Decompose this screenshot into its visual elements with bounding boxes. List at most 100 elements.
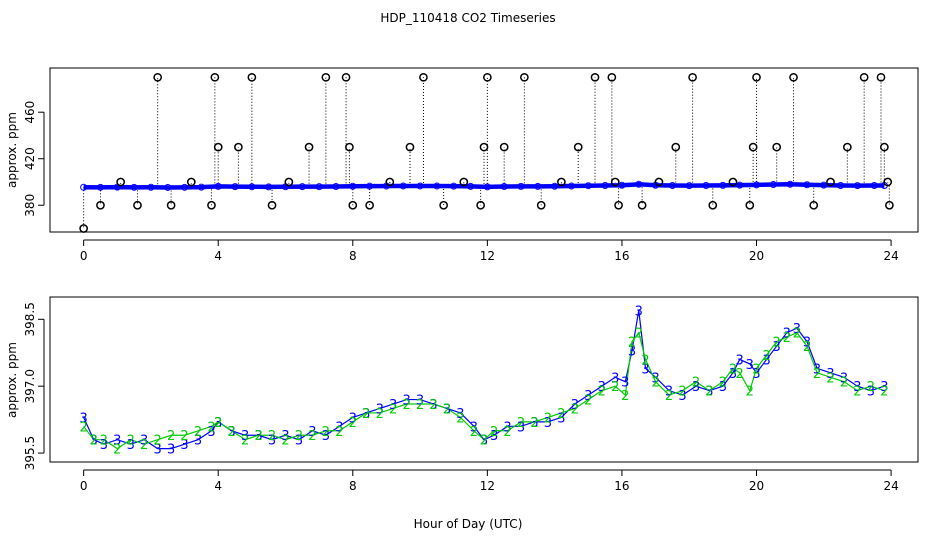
x-axis-label: Hour of Day (UTC) <box>414 517 523 531</box>
baseline-point <box>416 182 424 190</box>
series-2-marker: 2 <box>793 327 801 342</box>
series-2-marker: 2 <box>867 380 875 395</box>
top-y-tick-label: 380 <box>23 194 37 217</box>
series-3-marker: 3 <box>490 429 498 444</box>
series-3-marker: 3 <box>571 398 579 413</box>
outlier-point <box>133 200 142 210</box>
series-3-marker: 3 <box>322 429 330 444</box>
outlier-point <box>637 200 647 210</box>
series-3-marker: 3 <box>503 420 511 435</box>
baseline-point <box>567 182 575 190</box>
series-2-marker: 2 <box>736 367 744 382</box>
series-3-marker: 3 <box>621 376 629 391</box>
series-3-marker: 3 <box>90 434 98 449</box>
baseline-point <box>551 182 559 190</box>
outlier-point <box>745 200 755 210</box>
series-2-marker: 2 <box>281 434 289 449</box>
baseline-point <box>181 183 189 191</box>
outlier-point <box>186 177 196 187</box>
series-2-marker: 2 <box>456 411 464 426</box>
series-3-marker: 3 <box>241 429 249 444</box>
series-2-marker: 2 <box>214 416 222 431</box>
outlier-point <box>557 177 566 187</box>
series-3-marker: 3 <box>349 411 357 426</box>
baseline-point <box>298 183 306 191</box>
series-3-marker: 3 <box>880 380 888 395</box>
baseline-point <box>685 182 693 190</box>
baseline-point <box>635 180 643 188</box>
series-3-marker: 3 <box>308 425 316 440</box>
series-2-marker: 2 <box>443 402 451 417</box>
outlier-point <box>439 200 448 210</box>
outlier-point <box>210 72 220 82</box>
series-3-marker: 3 <box>651 371 659 386</box>
bottom-y-tick-label: 395.5 <box>23 436 37 470</box>
bottom-x-tick-label: 12 <box>480 479 495 493</box>
baseline-point <box>467 182 475 190</box>
series-3-marker: 3 <box>736 353 744 368</box>
outlier-point <box>116 177 126 187</box>
series-3-marker: 3 <box>389 398 397 413</box>
baseline-point <box>618 181 626 189</box>
outlier-point <box>96 200 105 210</box>
baseline-point <box>702 181 710 189</box>
series-3-marker: 3 <box>584 389 592 404</box>
series-2-marker: 2 <box>598 385 606 400</box>
baseline-point <box>837 181 845 189</box>
series-2-marker: 2 <box>503 425 511 440</box>
series-2-marker: 2 <box>90 434 98 449</box>
series-2-marker: 2 <box>544 411 552 426</box>
outlier-point <box>166 200 176 210</box>
series-2-marker: 2 <box>335 425 343 440</box>
outlier-point <box>459 177 469 187</box>
series-2-marker: 2 <box>678 385 686 400</box>
series-3-marker: 3 <box>470 420 478 435</box>
series-2-marker: 2 <box>127 434 135 449</box>
series-2-marker: 2 <box>803 340 811 355</box>
series-2-marker: 2 <box>402 398 410 413</box>
series-3-marker: 3 <box>746 358 754 373</box>
baseline-point <box>601 181 609 189</box>
bottom-x-tick-label: 8 <box>349 479 357 493</box>
baseline-point <box>248 183 256 191</box>
series-2-marker: 2 <box>268 429 276 444</box>
series-3-marker: 3 <box>678 389 686 404</box>
series-3-marker: 3 <box>803 336 811 351</box>
baseline-point <box>366 182 374 190</box>
baseline-point <box>197 183 205 191</box>
outlier-point <box>728 177 738 187</box>
series-3-marker: 3 <box>544 416 552 431</box>
series-3-marker: 3 <box>705 385 713 400</box>
series-2-marker: 2 <box>762 349 770 364</box>
series-2-marker: 2 <box>254 429 262 444</box>
series-3-marker: 3 <box>402 394 410 409</box>
top-panel: 0 4 8 12 16 20 24 380 420 460 approx. ppm <box>5 67 919 263</box>
baseline-point <box>534 182 542 190</box>
bottom-y-tick-label: 397.0 <box>23 369 37 403</box>
baseline-point <box>584 182 592 190</box>
series-2-marker: 2 <box>429 398 437 413</box>
baseline-point <box>130 183 138 191</box>
top-x-tick-label: 12 <box>480 249 495 263</box>
series-2-marker: 2 <box>194 425 202 440</box>
series-2-marker: 2 <box>389 402 397 417</box>
baseline-point <box>668 181 676 189</box>
bottom-y-axis-label: approx. ppm <box>5 342 19 418</box>
series-2-marker: 2 <box>584 394 592 409</box>
outlier-point <box>614 200 623 210</box>
bottom-x-tick-label: 16 <box>614 479 629 493</box>
series-3-marker: 3 <box>100 438 108 453</box>
outlier-point <box>499 142 509 152</box>
series-2-marker: 2 <box>517 416 525 431</box>
series-3-marker: 3 <box>335 420 343 435</box>
top-x-tick-label: 24 <box>883 249 898 263</box>
outlier-point <box>772 142 782 152</box>
outlier-point <box>708 200 718 210</box>
top-y-axis-label: approx. ppm <box>5 112 19 188</box>
series-3-marker: 3 <box>268 434 276 449</box>
baseline-point <box>315 183 323 191</box>
series-3-marker: 3 <box>480 434 488 449</box>
series-3-marker: 3 <box>376 402 384 417</box>
series-3-marker: 3 <box>628 345 636 360</box>
series-3-line <box>83 310 885 450</box>
